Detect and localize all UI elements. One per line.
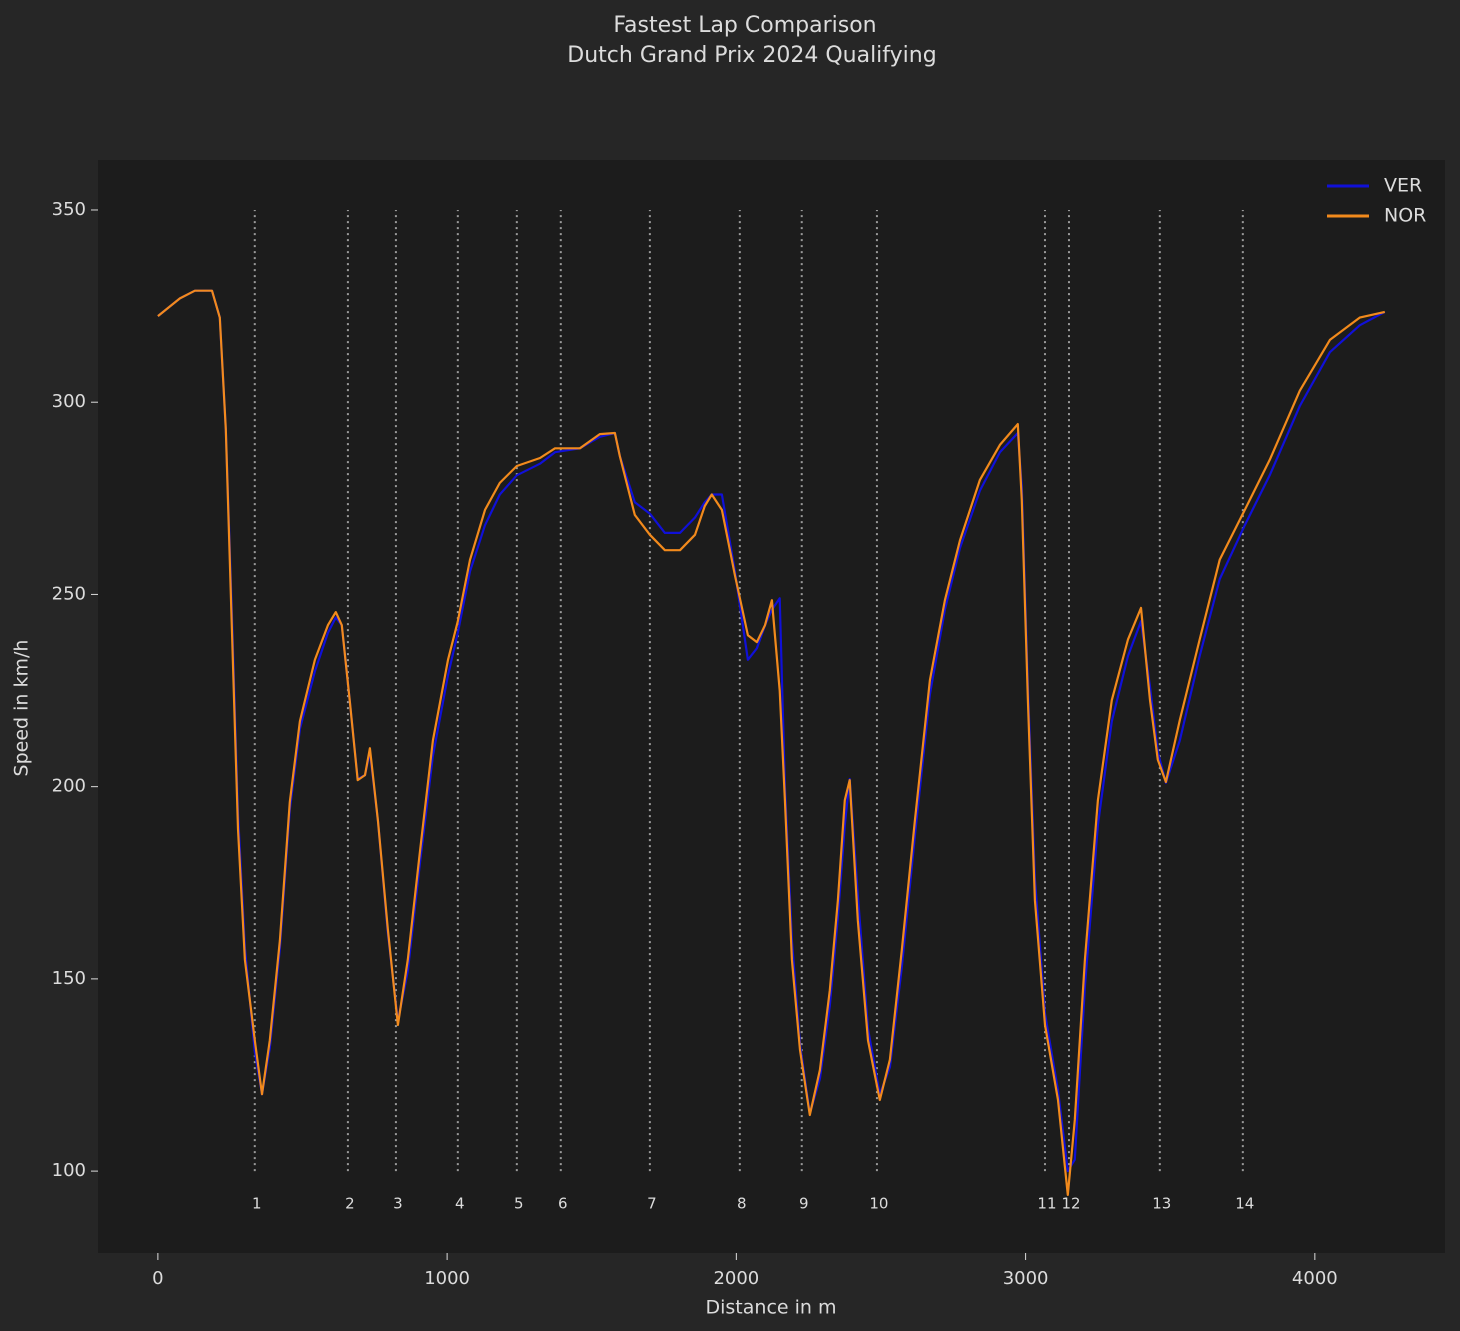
x-tick-label: 4000 xyxy=(1292,1268,1338,1289)
y-tick-label: 100 xyxy=(52,1160,86,1181)
plot-area xyxy=(98,160,1445,1253)
corner-label: 5 xyxy=(514,1195,524,1213)
y-tick-label: 350 xyxy=(52,199,86,220)
corner-label: 12 xyxy=(1061,1195,1080,1213)
corner-label: 8 xyxy=(737,1195,747,1213)
corner-label: 14 xyxy=(1235,1195,1254,1213)
corner-label: 1 xyxy=(252,1195,262,1213)
chart-title: Fastest Lap Comparison xyxy=(613,13,876,38)
corner-label: 9 xyxy=(799,1195,809,1213)
x-tick-label: 1000 xyxy=(424,1268,470,1289)
x-tick-label: 0 xyxy=(152,1268,163,1289)
series-line xyxy=(157,289,1386,1196)
corner-label: 2 xyxy=(345,1195,355,1213)
corner-label: 13 xyxy=(1152,1195,1171,1213)
chart-subtitle: Dutch Grand Prix 2024 Qualifying xyxy=(567,43,936,68)
x-tick-label: 2000 xyxy=(713,1268,759,1289)
y-tick-label: 150 xyxy=(52,968,86,989)
corner-label: 10 xyxy=(869,1195,888,1213)
legend-label: VER xyxy=(1384,175,1422,197)
corner-label: 6 xyxy=(558,1195,568,1213)
x-tick-label: 3000 xyxy=(1003,1268,1049,1289)
y-axis-label: Speed in km/h xyxy=(11,640,33,777)
corner-label: 11 xyxy=(1037,1195,1056,1213)
corner-label: 3 xyxy=(393,1195,403,1213)
x-axis-label: Distance in m xyxy=(706,1297,837,1319)
corner-label: 4 xyxy=(455,1195,465,1213)
series-line xyxy=(157,289,1386,1173)
y-tick-label: 250 xyxy=(52,583,86,604)
y-tick-label: 300 xyxy=(52,391,86,412)
y-tick-label: 200 xyxy=(52,776,86,797)
corner-label: 7 xyxy=(647,1195,657,1213)
legend-label: NOR xyxy=(1384,205,1426,227)
